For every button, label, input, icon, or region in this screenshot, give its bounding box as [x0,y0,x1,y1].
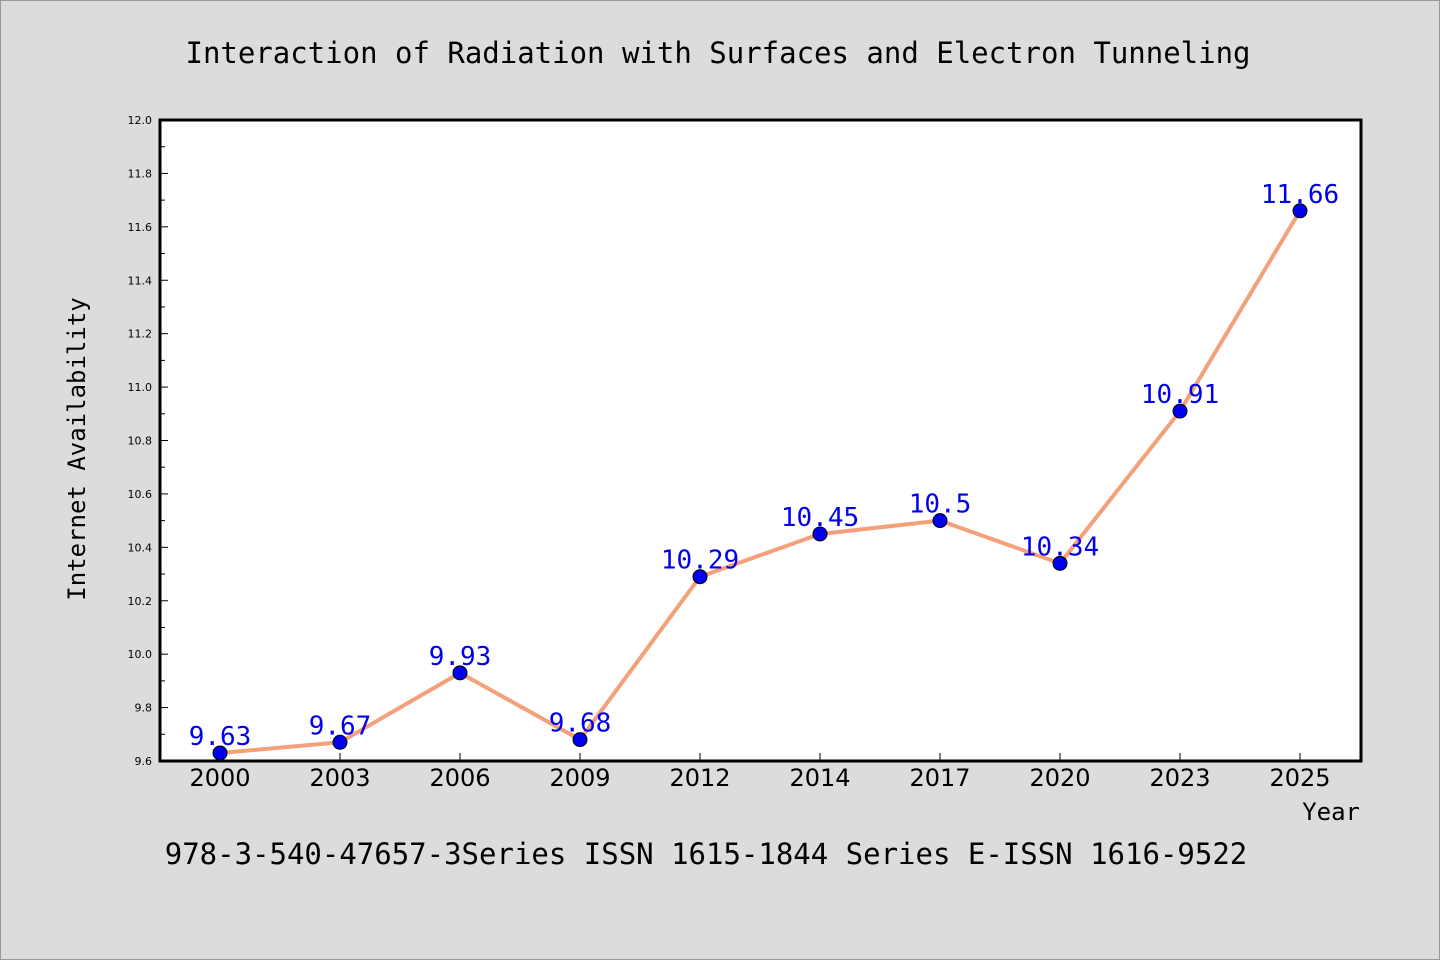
y-tick-label: 9.8 [135,702,153,715]
y-tick-label: 10.8 [128,435,153,448]
y-tick-label: 11.0 [128,381,153,394]
y-tick-label: 9.6 [135,755,153,768]
y-tick-label: 11.2 [128,328,153,341]
y-axis-ticks: 9.6 9.8 10.0 10.2 10.4 10.6 10.8 11.0 11.2 11.4 11… [128,114,168,768]
data-label: 11.66 [1261,180,1339,210]
x-tick-label: 2020 [1029,764,1090,792]
series-line [219,209,1302,755]
data-point [932,513,948,529]
y-tick-label: 11.4 [128,274,153,287]
x-tick-label: 2009 [549,764,610,792]
data-point [1172,403,1188,419]
x-tick-label: 2014 [789,764,850,792]
data-label: 9.67 [309,711,372,741]
data-label: 10.34 [1021,532,1099,562]
x-tick-label: 2017 [909,764,970,792]
series-line-group [219,209,1302,755]
y-axis-label: Internet Availability [63,297,91,600]
data-label: 9.68 [549,709,612,739]
y-tick-label: 11.8 [128,167,153,180]
data-label: 9.93 [429,642,492,672]
data-point [1052,555,1068,571]
x-tick-label: 2025 [1269,764,1330,792]
x-tick-label: 2012 [669,764,730,792]
x-axis-label: Year [1302,798,1360,826]
y-tick-label: 10.6 [128,488,153,501]
caption: 978-3-540-47657-3Series ISSN 1615-1844 S… [165,837,1248,871]
data-label: 9.63 [189,722,252,752]
y-tick-label: 10.4 [128,541,153,554]
data-point [332,734,348,750]
data-point [692,569,708,585]
y-tick-label: 10.0 [128,648,153,661]
x-tick-label: 2000 [189,764,250,792]
y-tick-label: 12.0 [128,114,153,127]
data-point [1292,203,1308,219]
data-point [812,526,828,542]
data-label: 10.5 [909,490,972,520]
plot-area [160,120,1361,761]
x-tick-label: 2023 [1149,764,1210,792]
data-label: 10.29 [661,546,739,576]
data-markers [212,203,1308,761]
data-label: 10.45 [781,503,859,533]
x-tick-label: 2003 [309,764,370,792]
data-point [452,665,468,681]
x-tick-label: 2006 [429,764,490,792]
y-tick-label: 10.2 [128,595,153,608]
y-tick-label: 11.6 [128,221,153,234]
data-point [572,732,588,748]
data-label: 10.91 [1141,380,1219,410]
plot-border [158,118,1363,763]
x-axis-ticks: 2000 2003 2006 2009 2012 2014 2017 2020 2023 2025 [189,753,1331,792]
chart-title: Interaction of Radiation with Surfaces a… [185,36,1250,70]
data-labels: 9.63 9.67 9.93 9.68 10.29 10.45 10.5 10.34 10.91… [189,180,1339,752]
